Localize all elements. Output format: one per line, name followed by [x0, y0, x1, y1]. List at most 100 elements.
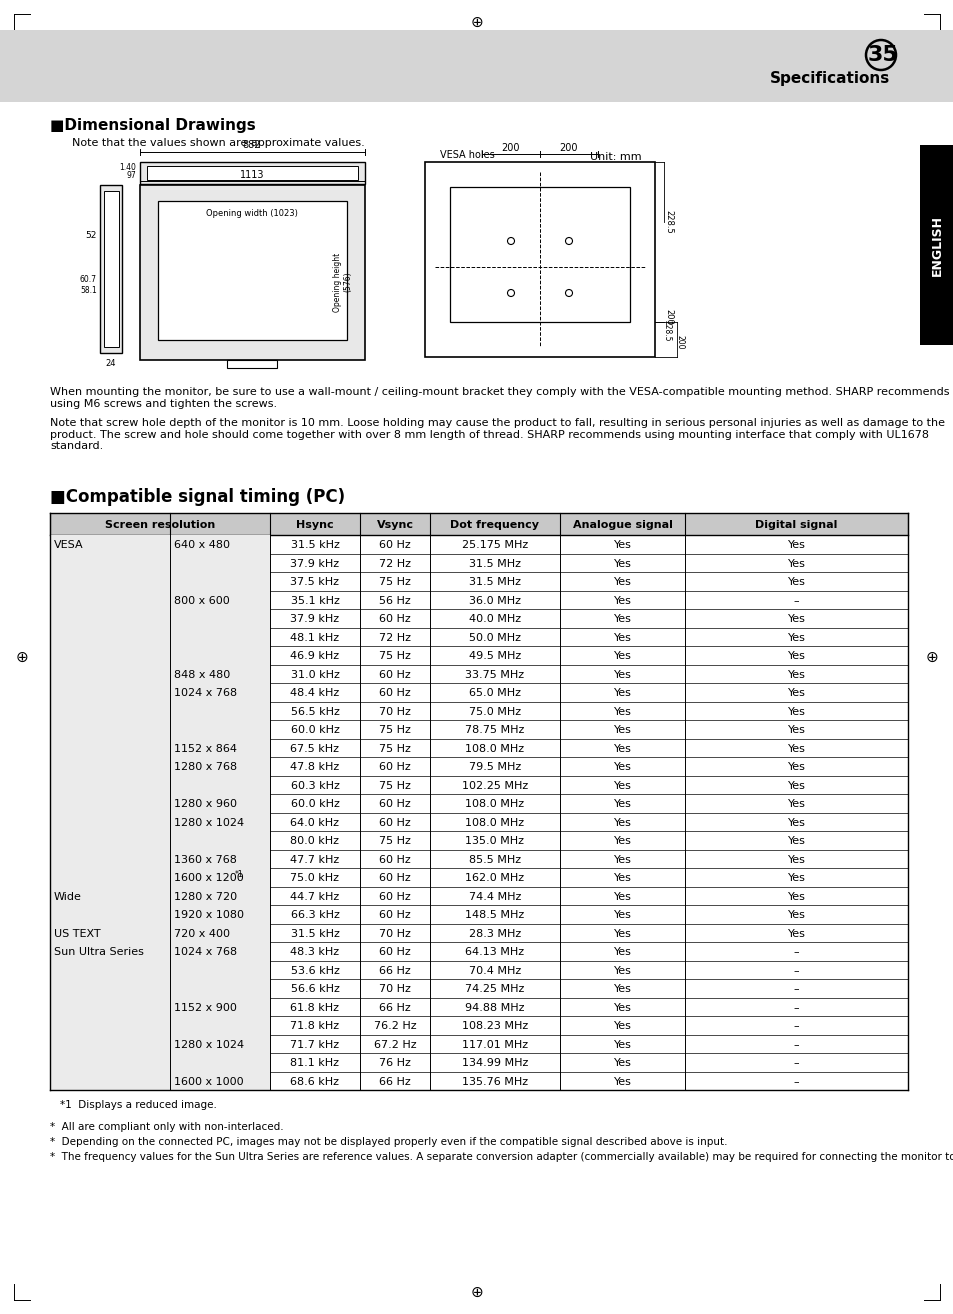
Bar	[50, 1053, 270, 1071]
Bar	[50, 512, 907, 535]
Text: Note that screw hole depth of the monitor is 10 mm. Loose holding may cause the : Note that screw hole depth of the monito…	[50, 418, 944, 451]
Text: –: –	[793, 1021, 799, 1031]
Text: Yes: Yes	[613, 725, 631, 736]
Text: Yes: Yes	[613, 892, 631, 901]
Text: 64.0 kHz: 64.0 kHz	[291, 817, 339, 828]
Text: 24: 24	[106, 359, 116, 368]
Text: 228.5: 228.5	[664, 210, 673, 234]
Text: Yes: Yes	[613, 1021, 631, 1031]
Text: Yes: Yes	[613, 670, 631, 679]
Text: 31.5 kHz: 31.5 kHz	[291, 540, 339, 551]
Text: 1600 x 1200: 1600 x 1200	[173, 874, 244, 883]
Text: 74.25 MHz: 74.25 MHz	[465, 984, 524, 995]
Text: 60 Hz: 60 Hz	[378, 854, 411, 865]
Text: *  The frequency values for the Sun Ultra Series are reference values. A separat: * The frequency values for the Sun Ultra…	[50, 1152, 953, 1162]
Text: 70 Hz: 70 Hz	[378, 929, 411, 938]
Bar	[50, 628, 270, 646]
Text: 60.0 kHz: 60.0 kHz	[291, 725, 339, 736]
Text: 65.0 MHz: 65.0 MHz	[469, 689, 520, 698]
Text: 76.2 Hz: 76.2 Hz	[374, 1021, 416, 1031]
Text: –: –	[793, 947, 799, 958]
Text: 79.5 MHz: 79.5 MHz	[468, 762, 520, 773]
Text: Yes: Yes	[787, 652, 804, 661]
Text: –: –	[793, 1003, 799, 1013]
Text: 37.5 kHz: 37.5 kHz	[291, 577, 339, 587]
Bar	[227, 360, 276, 368]
Text: 60 Hz: 60 Hz	[378, 817, 411, 828]
Text: 1360 x 768: 1360 x 768	[173, 854, 236, 865]
Bar	[50, 979, 270, 997]
Text: Yes: Yes	[613, 744, 631, 754]
Text: 60.7
58.1: 60.7 58.1	[80, 276, 97, 294]
Text: Yes: Yes	[787, 670, 804, 679]
Text: 33.75 MHz: 33.75 MHz	[465, 670, 524, 679]
Text: –: –	[793, 1058, 799, 1068]
Text: 60.0 kHz: 60.0 kHz	[291, 799, 339, 809]
Text: 47.8 kHz: 47.8 kHz	[290, 762, 339, 773]
Text: Yes: Yes	[787, 577, 804, 587]
Text: Yes: Yes	[613, 854, 631, 865]
Text: 75.0 kHz: 75.0 kHz	[291, 874, 339, 883]
Text: Yes: Yes	[613, 817, 631, 828]
Text: 1280 x 1024: 1280 x 1024	[173, 817, 244, 828]
Text: Yes: Yes	[787, 874, 804, 883]
Text: 60 Hz: 60 Hz	[378, 614, 411, 624]
Text: Yes: Yes	[613, 781, 631, 791]
Text: 56 Hz: 56 Hz	[378, 595, 411, 606]
Text: Hsync: Hsync	[295, 520, 334, 530]
Text: Yes: Yes	[613, 1003, 631, 1013]
Text: 882: 882	[242, 141, 261, 150]
Text: 67.5 kHz: 67.5 kHz	[291, 744, 339, 754]
Text: 85.5 MHz: 85.5 MHz	[469, 854, 520, 865]
Text: 848 x 480: 848 x 480	[173, 670, 230, 679]
Text: 56.6 kHz: 56.6 kHz	[291, 984, 339, 995]
Text: 60 Hz: 60 Hz	[378, 670, 411, 679]
Text: 60.3 kHz: 60.3 kHz	[291, 781, 339, 791]
Text: Yes: Yes	[787, 558, 804, 569]
Text: Yes: Yes	[613, 652, 631, 661]
Text: 46.9 kHz: 46.9 kHz	[290, 652, 339, 661]
Bar	[158, 201, 347, 340]
Bar	[50, 812, 270, 830]
Text: –: –	[793, 1076, 799, 1087]
Text: Yes: Yes	[613, 911, 631, 920]
Text: Yes: Yes	[787, 911, 804, 920]
Text: Yes: Yes	[787, 633, 804, 643]
Bar	[50, 683, 270, 702]
Bar	[424, 162, 655, 357]
Text: ⊕: ⊕	[470, 1285, 483, 1300]
Text: Yes: Yes	[787, 614, 804, 624]
Text: 200: 200	[676, 335, 684, 350]
Text: 49.5 MHz: 49.5 MHz	[468, 652, 520, 661]
Text: 37.9 kHz: 37.9 kHz	[290, 558, 339, 569]
Text: 1600 x 1000: 1600 x 1000	[173, 1076, 243, 1087]
Text: 60 Hz: 60 Hz	[378, 911, 411, 920]
Text: 108.0 MHz: 108.0 MHz	[465, 799, 524, 809]
Text: ENGLISH: ENGLISH	[929, 214, 943, 276]
Text: ⊕: ⊕	[15, 649, 29, 665]
Text: 70 Hz: 70 Hz	[378, 984, 411, 995]
Bar	[50, 1071, 270, 1091]
Bar	[50, 535, 270, 553]
Text: 66.3 kHz: 66.3 kHz	[291, 911, 339, 920]
Bar	[104, 191, 119, 347]
Text: 108.0 MHz: 108.0 MHz	[465, 817, 524, 828]
Text: Yes: Yes	[613, 836, 631, 846]
Bar	[0, 30, 953, 102]
Text: US TEXT: US TEXT	[54, 929, 100, 938]
Text: 28.3 MHz: 28.3 MHz	[468, 929, 520, 938]
Text: 75.0 MHz: 75.0 MHz	[469, 707, 520, 716]
Text: Yes: Yes	[613, 799, 631, 809]
Bar	[50, 757, 270, 775]
Text: 200: 200	[559, 143, 578, 152]
Text: 1280 x 1024: 1280 x 1024	[173, 1039, 244, 1050]
Text: 1.40: 1.40	[119, 163, 136, 172]
Text: Yes: Yes	[613, 689, 631, 698]
Bar	[147, 166, 357, 180]
Text: 102.25 MHz: 102.25 MHz	[461, 781, 528, 791]
Bar	[50, 738, 270, 757]
Text: VESA holes: VESA holes	[439, 150, 495, 160]
Text: Digital signal: Digital signal	[755, 520, 837, 530]
Text: 60 Hz: 60 Hz	[378, 947, 411, 958]
Text: 66 Hz: 66 Hz	[378, 966, 411, 976]
